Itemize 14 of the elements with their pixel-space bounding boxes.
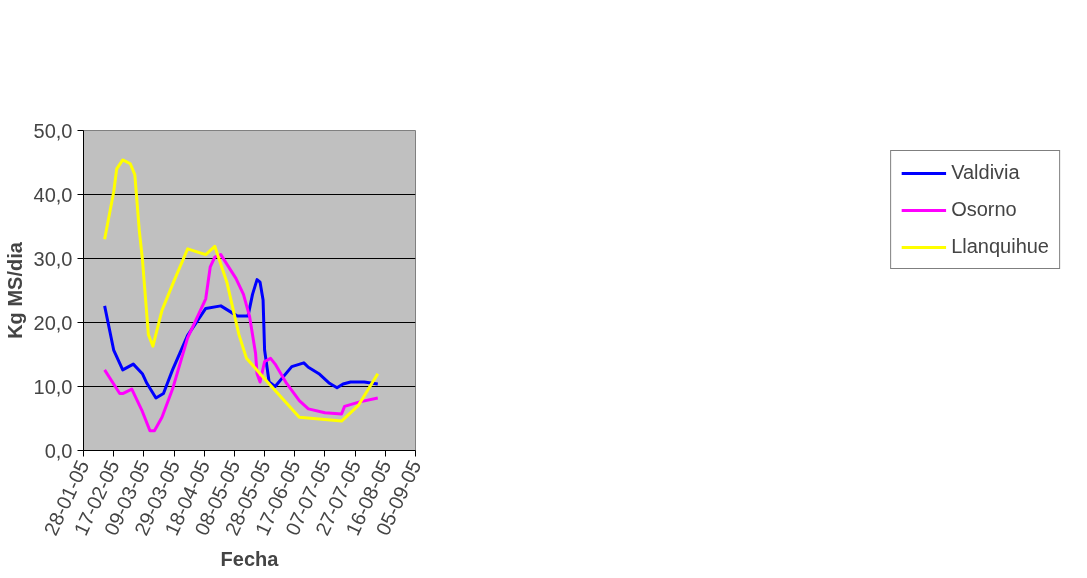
y-tick-label: 20,0 xyxy=(33,311,73,334)
y-axis-title: Kg MS/dia xyxy=(3,241,26,339)
legend-label: Valdivia xyxy=(951,161,1020,184)
line-series xyxy=(103,253,380,433)
y-tick-label: 50,0 xyxy=(33,119,73,142)
line-series xyxy=(103,278,380,400)
y-tick-label: 40,0 xyxy=(33,183,73,206)
y-tick-label: 30,0 xyxy=(33,247,73,270)
x-axis-title: Fecha xyxy=(220,547,280,570)
legend-label: Llanquihue xyxy=(951,235,1049,258)
legend-label: Osorno xyxy=(951,198,1017,221)
y-tick-label: 0,0 xyxy=(44,439,73,462)
y-tick-label: 10,0 xyxy=(33,375,73,398)
line-series xyxy=(103,158,380,423)
